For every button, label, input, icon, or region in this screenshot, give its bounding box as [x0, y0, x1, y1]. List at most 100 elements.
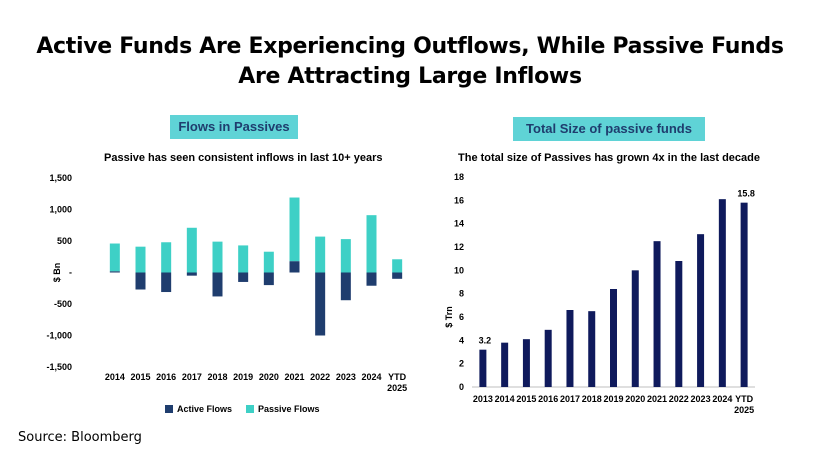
flows-x-tick: 2017	[182, 372, 202, 382]
size-x-tick: 2024	[712, 394, 732, 404]
passive-flow-bar	[212, 241, 223, 273]
flows-x-tick: 2023	[336, 372, 356, 382]
size-y-tick: 10	[454, 265, 464, 275]
size-x-tick: 2022	[669, 394, 689, 404]
flows-x-tick: 2021	[284, 372, 304, 382]
legend-label-passive: Passive Flows	[258, 404, 320, 414]
size-data-label: 15.8	[737, 189, 755, 199]
passive-flow-bar	[289, 197, 300, 262]
page-title: Active Funds Are Experiencing Outflows, …	[0, 32, 820, 92]
flows-x-tick: 2024	[361, 372, 381, 382]
size-bar	[588, 311, 596, 387]
passive-flow-bar	[238, 245, 249, 273]
size-x-tick: 2025	[734, 405, 754, 415]
active-flow-bar	[392, 272, 403, 279]
active-flow-bar	[161, 272, 172, 293]
size-y-tick: 8	[459, 289, 464, 299]
size-y-tick: 14	[454, 219, 464, 229]
flows-panel-tag: Flows in Passives	[170, 115, 298, 139]
size-bar	[544, 329, 552, 387]
flows-x-tick: 2016	[156, 372, 176, 382]
flows-chart-subtitle: Passive has seen consistent inflows in l…	[104, 152, 383, 164]
size-bar	[653, 241, 661, 387]
size-x-tick: 2013	[473, 394, 493, 404]
flows-y-tick: -	[69, 268, 72, 278]
size-x-tick: 2019	[603, 394, 623, 404]
passive-flow-bar	[135, 246, 146, 273]
size-x-tick: 2018	[582, 394, 602, 404]
size-x-tick: 2020	[625, 394, 645, 404]
size-y-tick: 0	[459, 382, 464, 392]
size-bar	[479, 349, 487, 387]
active-flow-bar	[366, 272, 377, 286]
active-flow-bar	[289, 261, 300, 273]
size-x-tick: 2014	[495, 394, 515, 404]
passive-flow-bar	[263, 251, 274, 273]
size-x-tick: 2017	[560, 394, 580, 404]
size-bar	[566, 310, 574, 387]
flows-y-tick: 1,000	[49, 205, 72, 215]
size-bar	[522, 339, 530, 387]
source-note: Source: Bloomberg	[18, 430, 142, 445]
size-y-tick: 2	[459, 359, 464, 369]
passive-flow-bar	[315, 236, 326, 273]
flows-y-tick: -1,000	[46, 331, 72, 341]
flows-x-tick: 2014	[105, 372, 125, 382]
size-y-tick: 6	[459, 312, 464, 322]
flows-x-tick: 2025	[387, 383, 407, 393]
passive-flow-bar	[366, 215, 377, 273]
flows-y-tick: -1,500	[46, 362, 72, 372]
size-x-tick: YTD	[735, 394, 754, 404]
active-flow-bar	[263, 272, 274, 286]
size-y-tick: 12	[454, 242, 464, 252]
flows-chart: 1,500 1,000 500 - -500 -1,000 -1,500 $ Bn 2014 20…	[46, 173, 407, 393]
legend-label-active: Active Flows	[177, 404, 233, 414]
passive-flow-bar	[161, 242, 172, 273]
page-title-line-2: Are Attracting Large Inflows	[238, 64, 582, 89]
active-flow-bar	[109, 271, 120, 273]
page-title-line-1: Active Funds Are Experiencing Outflows, …	[36, 34, 784, 59]
flows-x-tick: YTD	[388, 372, 407, 382]
size-chart-subtitle: The total size of Passives has grown 4x …	[458, 152, 760, 164]
active-flows-swatch	[165, 405, 173, 413]
size-x-tick: 2023	[691, 394, 711, 404]
flows-y-tick: 1,500	[49, 173, 72, 183]
size-bar	[740, 202, 748, 387]
size-panel-tag: Total Size of passive funds	[513, 117, 705, 141]
passive-flow-bar	[109, 243, 120, 272]
flows-y-tick: 500	[57, 236, 72, 246]
flows-x-tick: 2020	[259, 372, 279, 382]
active-flow-bar	[315, 272, 326, 336]
size-data-label: 3.2	[479, 336, 492, 346]
flows-y-tick: -500	[54, 299, 72, 309]
passive-flows-swatch	[246, 405, 255, 413]
active-flow-bar	[238, 272, 249, 282]
passive-flow-bar	[186, 227, 197, 273]
size-bar	[675, 261, 683, 387]
active-flow-bar	[212, 272, 223, 297]
size-y-tick: 4	[459, 335, 464, 345]
size-bar	[501, 342, 509, 387]
size-y-tick: 16	[454, 195, 464, 205]
flows-legend: Active Flows Passive Flows	[165, 404, 320, 414]
size-bar	[718, 199, 726, 387]
flows-x-tick: 2022	[310, 372, 330, 382]
size-y-tick: 18	[454, 172, 464, 182]
passive-flow-bar	[392, 259, 403, 273]
active-flow-bar	[340, 272, 351, 301]
legend-item-active: Active Flows	[165, 404, 232, 414]
size-x-tick: 2016	[538, 394, 558, 404]
size-bar	[697, 234, 705, 387]
active-flow-bar	[135, 272, 146, 290]
legend-item-passive: Passive Flows	[246, 404, 320, 414]
flows-x-tick: 2018	[207, 372, 227, 382]
size-x-tick: 2015	[516, 394, 536, 404]
size-x-tick: 2021	[647, 394, 667, 404]
flows-y-label: $ Bn	[52, 263, 62, 283]
size-bar	[610, 289, 617, 387]
active-flow-bar	[186, 272, 197, 276]
size-bar	[631, 270, 639, 387]
flows-x-tick: 2015	[130, 372, 150, 382]
passive-flow-bar	[340, 239, 351, 273]
